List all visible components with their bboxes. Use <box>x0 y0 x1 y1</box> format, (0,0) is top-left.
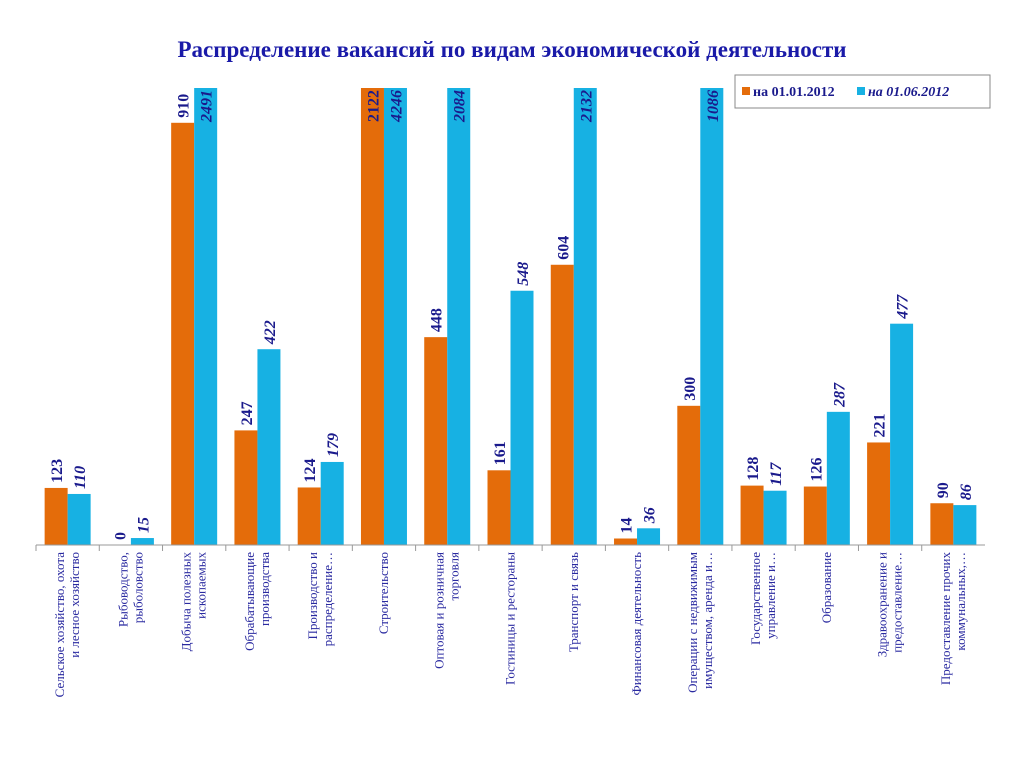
data-label: 15 <box>135 517 152 533</box>
bar <box>257 349 281 545</box>
data-label: 123 <box>49 459 66 483</box>
bar <box>867 442 891 545</box>
bar <box>803 486 827 545</box>
data-label: 604 <box>555 236 572 260</box>
chart-title: Распределение вакансий по видам экономич… <box>178 37 847 62</box>
x-tick-label: Строительство <box>376 552 391 634</box>
bar <box>447 88 471 545</box>
data-label: 422 <box>262 320 279 345</box>
legend-swatch <box>742 87 750 95</box>
x-tick-label: Образование <box>819 552 834 623</box>
bar <box>700 88 724 545</box>
data-label: 2132 <box>578 90 595 123</box>
x-tick-label: Добыча полезныхископаемых <box>179 552 209 652</box>
bar <box>614 538 638 545</box>
bar <box>826 411 850 545</box>
data-label: 548 <box>515 262 532 286</box>
data-label: 179 <box>325 433 342 457</box>
bar <box>930 503 954 545</box>
data-label: 14 <box>619 518 636 534</box>
bar <box>234 430 258 545</box>
data-label: 2491 <box>199 90 216 123</box>
data-label: 161 <box>492 441 509 465</box>
data-label: 4246 <box>388 90 405 123</box>
x-tick-label: Рыбоводство,рыболовство <box>115 552 145 627</box>
bar <box>360 88 384 546</box>
x-tick-label: Финансовая деятельность <box>629 552 644 696</box>
x-tick-label: Обрабатывающиепроизводства <box>242 552 272 651</box>
data-label: 36 <box>642 507 659 524</box>
x-tick-label: Государственноеуправление и… <box>748 552 778 645</box>
data-label: 0 <box>112 532 129 540</box>
x-tick-label: Транспорт и связь <box>566 552 581 652</box>
data-label: 1086 <box>705 90 722 122</box>
x-tick-label: Производство ираспределение… <box>305 552 335 646</box>
legend-label: на 01.01.2012 <box>753 85 835 100</box>
x-tick-label: Операции с недвижимымимуществом, аренда … <box>685 552 715 693</box>
x-tick-label: Гостиницы и рестораны <box>503 552 518 685</box>
data-label: 910 <box>176 94 193 118</box>
data-label: 126 <box>808 458 825 482</box>
data-label: 128 <box>745 457 762 481</box>
legend-label: на 01.06.2012 <box>868 85 949 100</box>
bar <box>953 505 977 545</box>
data-label: 124 <box>302 458 319 482</box>
bar <box>510 290 534 545</box>
bar <box>171 122 195 546</box>
data-label: 90 <box>935 482 952 498</box>
bar <box>637 528 661 545</box>
data-label: 287 <box>831 382 848 408</box>
data-label: 2084 <box>452 90 469 123</box>
bar <box>194 88 218 546</box>
data-label: 448 <box>429 308 446 332</box>
bar <box>320 461 344 545</box>
data-label: 300 <box>682 377 699 401</box>
data-label: 117 <box>768 462 785 486</box>
bar <box>550 264 574 545</box>
bar <box>487 470 511 545</box>
bar <box>44 487 68 545</box>
data-label: 2122 <box>365 90 382 122</box>
legend-swatch <box>857 87 865 95</box>
data-label: 110 <box>72 466 89 489</box>
x-tick-label: Здравоохранение ипредоставление… <box>875 552 905 657</box>
data-label: 477 <box>895 294 912 320</box>
bar <box>740 485 764 545</box>
bar <box>677 405 701 545</box>
data-label: 247 <box>239 401 256 425</box>
data-label: 221 <box>872 413 889 437</box>
bar <box>130 538 154 545</box>
bar <box>763 490 787 545</box>
bar <box>383 88 407 545</box>
x-tick-label: Оптовая и розничнаяторговля <box>432 552 462 669</box>
bar <box>890 323 914 545</box>
plot-area <box>44 88 977 546</box>
bar <box>297 487 321 545</box>
x-tick-label: Сельское хозяйство, охотаи лесное хозяйс… <box>52 552 82 698</box>
x-tick-label: Предоставление прочихкоммунальных,… <box>938 552 968 686</box>
data-label: 86 <box>958 484 975 500</box>
bar <box>67 493 91 545</box>
bar <box>573 88 597 545</box>
bar <box>424 337 448 545</box>
